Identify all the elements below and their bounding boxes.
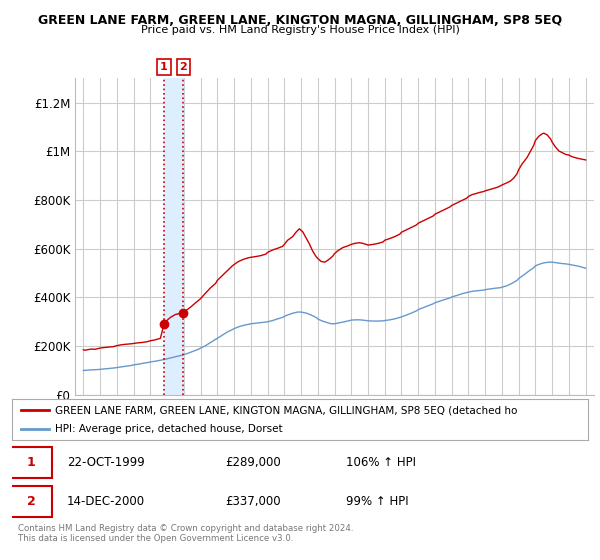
Text: 22-OCT-1999: 22-OCT-1999: [67, 456, 145, 469]
Text: 2: 2: [26, 495, 35, 508]
Text: Price paid vs. HM Land Registry's House Price Index (HPI): Price paid vs. HM Land Registry's House …: [140, 25, 460, 35]
Bar: [164, 78, 183, 395]
Text: 1: 1: [26, 456, 35, 469]
Text: 2: 2: [179, 62, 187, 72]
Text: GREEN LANE FARM, GREEN LANE, KINGTON MAGNA, GILLINGHAM, SP8 5EQ: GREEN LANE FARM, GREEN LANE, KINGTON MAG…: [38, 14, 562, 27]
Text: £289,000: £289,000: [225, 456, 281, 469]
Text: HPI: Average price, detached house, Dorset: HPI: Average price, detached house, Dors…: [55, 424, 283, 433]
Text: GREEN LANE FARM, GREEN LANE, KINGTON MAGNA, GILLINGHAM, SP8 5EQ (detached ho: GREEN LANE FARM, GREEN LANE, KINGTON MAG…: [55, 405, 518, 415]
Text: £337,000: £337,000: [225, 495, 281, 508]
FancyBboxPatch shape: [9, 447, 52, 478]
Text: 14-DEC-2000: 14-DEC-2000: [67, 495, 145, 508]
Text: 99% ↑ HPI: 99% ↑ HPI: [346, 495, 409, 508]
Text: 1: 1: [160, 62, 168, 72]
Text: Contains HM Land Registry data © Crown copyright and database right 2024.
This d: Contains HM Land Registry data © Crown c…: [18, 524, 353, 543]
Text: 106% ↑ HPI: 106% ↑ HPI: [346, 456, 416, 469]
FancyBboxPatch shape: [9, 486, 52, 517]
